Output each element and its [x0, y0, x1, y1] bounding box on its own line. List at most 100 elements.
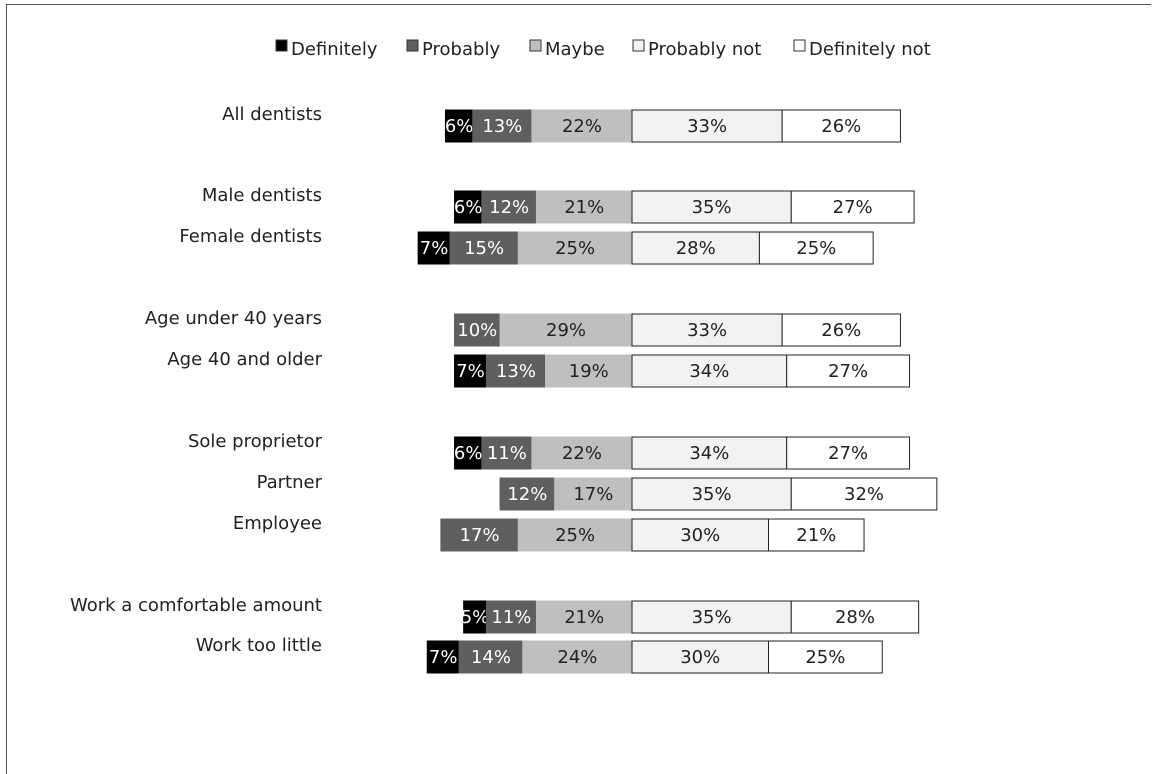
legend-swatch — [275, 39, 288, 52]
data-label: 13% — [496, 361, 536, 382]
bar-segment-definitely-not — [786, 354, 911, 388]
category-label: Sole proprietor — [188, 431, 323, 452]
bar-segment-probably-not — [631, 109, 783, 143]
bar-segment-maybe — [545, 354, 633, 388]
category-label: Work a comfortable amount — [70, 595, 322, 616]
category-label: All dentists — [222, 104, 322, 125]
data-label: 5% — [461, 607, 490, 628]
bar-row-work-a-comfortable-amount: Work a comfortable amount 5% 11% 21% 35% 28% — [70, 595, 920, 634]
legend-swatch — [632, 39, 645, 52]
bar-segment-maybe — [517, 518, 633, 552]
bar-segment-probably-not — [631, 354, 788, 388]
category-label: Employee — [233, 513, 322, 534]
bar-segment-probably — [454, 313, 501, 347]
bar-row-partner: Partner 12% 17% 35% 32% — [257, 472, 938, 511]
bar-segment-probably — [449, 231, 519, 265]
data-label: 6% — [454, 443, 483, 464]
bar-segment-probably-not — [631, 518, 769, 552]
legend-label: Probably — [422, 39, 500, 60]
data-label: 25% — [796, 238, 836, 259]
bar-segment-maybe — [554, 477, 633, 511]
legend-label: Probably not — [648, 39, 761, 60]
data-label: 12% — [489, 197, 529, 218]
category-label: Age under 40 years — [145, 308, 322, 329]
data-label: 30% — [680, 525, 720, 546]
bar-segment-maybe — [535, 600, 633, 634]
data-label: 33% — [687, 320, 727, 341]
data-label: 28% — [676, 238, 716, 259]
data-label: 25% — [555, 238, 595, 259]
bar-segment-definitely-not — [768, 640, 883, 674]
data-label: 25% — [555, 525, 595, 546]
category-label: Age 40 and older — [167, 349, 322, 370]
bar-segment-probably-not — [631, 231, 760, 265]
data-label: 12% — [507, 484, 547, 505]
data-label: 32% — [844, 484, 884, 505]
data-label: 7% — [420, 238, 449, 259]
legend-item-definitely-not: Definitely not — [793, 39, 931, 60]
legend-swatch — [529, 39, 542, 52]
bar-segment-definitely — [454, 436, 483, 470]
bar-segment-probably-not — [631, 313, 783, 347]
data-label: 21% — [564, 197, 604, 218]
bar-segment-probably-not — [631, 640, 769, 674]
bar-row-male-dentists: Male dentists 6% 12% 21% 35% 27% — [202, 185, 915, 224]
bar-segment-maybe — [535, 190, 633, 224]
legend-swatch — [793, 39, 806, 52]
data-label: 28% — [835, 607, 875, 628]
data-label: 34% — [689, 443, 729, 464]
data-label: 35% — [692, 607, 732, 628]
legend-item-probably: Probably — [406, 39, 500, 60]
bar-segment-definitely-not — [781, 109, 901, 143]
bar-row-employee: Employee 17% 25% 30% 21% — [233, 513, 865, 552]
bar-segment-definitely — [426, 640, 460, 674]
data-label: 7% — [456, 361, 485, 382]
bar-segment-probably — [485, 354, 547, 388]
bar-segment-probably — [481, 436, 533, 470]
data-label: 26% — [821, 320, 861, 341]
data-label: 6% — [445, 116, 474, 137]
bar-segment-definitely — [454, 354, 487, 388]
data-label: 30% — [680, 647, 720, 668]
data-label: 35% — [692, 197, 732, 218]
bar-segment-definitely-not — [790, 477, 938, 511]
bar-segment-definitely-not — [790, 600, 920, 634]
data-label: 11% — [487, 443, 527, 464]
bar-rows: All dentists 6% 13% 22% 33% 26% Male dentists 6… — [70, 104, 938, 674]
bar-segment-definitely-not — [790, 190, 915, 224]
legend-swatch — [406, 39, 419, 52]
legend-label: Definitely — [291, 39, 378, 60]
category-label: Partner — [257, 472, 323, 493]
data-label: 27% — [828, 443, 868, 464]
data-label: 29% — [546, 320, 586, 341]
bar-segment-maybe — [522, 640, 633, 674]
chart-frame — [6, 4, 1151, 774]
legend-item-probably-not: Probably not — [632, 39, 761, 60]
category-label: Female dentists — [179, 226, 322, 247]
legend-item-maybe: Maybe — [529, 39, 605, 60]
bar-segment-definitely — [444, 109, 474, 143]
data-label: 14% — [471, 647, 511, 668]
bar-segment-definitely-not — [758, 231, 874, 265]
bar-segment-maybe — [531, 436, 633, 470]
legend-item-definitely: Definitely — [275, 39, 378, 60]
bar-row-age-under-40-years: Age under 40 years 10% 29% 33% 26% — [145, 308, 901, 347]
bar-segment-definitely — [454, 190, 483, 224]
data-label: 6% — [454, 197, 483, 218]
legend-label: Definitely not — [809, 39, 931, 60]
data-label: 7% — [429, 647, 458, 668]
data-label: 17% — [573, 484, 613, 505]
bar-row-sole-proprietor: Sole proprietor 6% 11% 22% 34% 27% — [188, 431, 911, 470]
bar-row-all-dentists: All dentists 6% 13% 22% 33% 26% — [222, 104, 901, 143]
data-label: 27% — [833, 197, 873, 218]
bar-segment-probably — [485, 600, 537, 634]
bar-segment-probably-not — [631, 436, 788, 470]
data-label: 19% — [569, 361, 609, 382]
bar-segment-definitely-not — [781, 313, 901, 347]
data-label: 27% — [828, 361, 868, 382]
legend-label: Maybe — [545, 39, 605, 60]
data-label: 13% — [482, 116, 522, 137]
bar-segment-probably — [499, 477, 556, 511]
data-label: 22% — [562, 116, 602, 137]
